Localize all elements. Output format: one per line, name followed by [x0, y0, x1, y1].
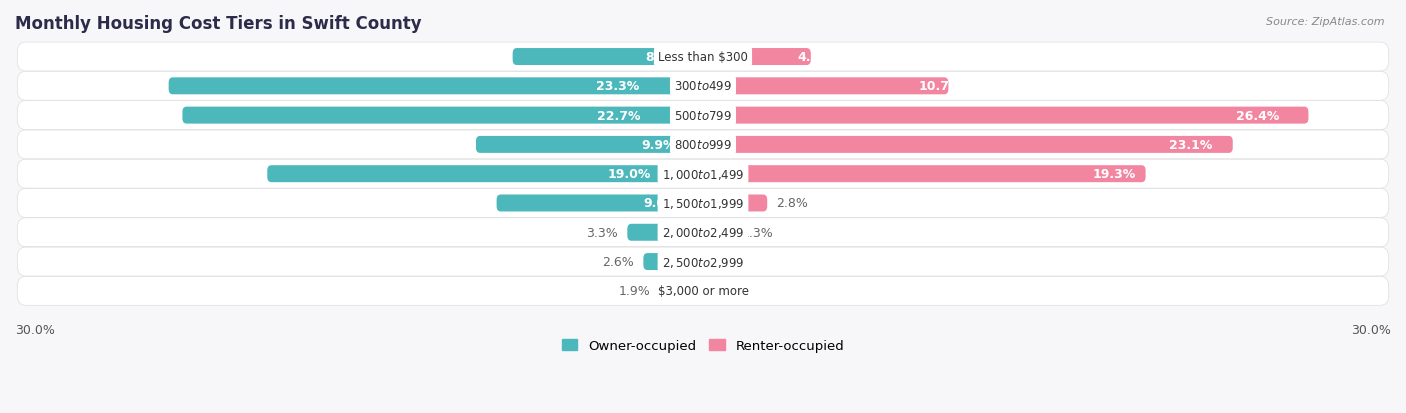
FancyBboxPatch shape — [703, 137, 1233, 154]
Text: 1.9%: 1.9% — [619, 285, 650, 298]
FancyBboxPatch shape — [659, 282, 703, 299]
Text: 10.7%: 10.7% — [920, 80, 963, 93]
Text: 19.0%: 19.0% — [607, 168, 651, 181]
Text: Less than $300: Less than $300 — [658, 51, 748, 64]
Text: Source: ZipAtlas.com: Source: ZipAtlas.com — [1267, 17, 1385, 26]
Text: 23.1%: 23.1% — [1170, 139, 1212, 152]
FancyBboxPatch shape — [17, 131, 1389, 159]
FancyBboxPatch shape — [703, 224, 733, 241]
Text: $500 to $799: $500 to $799 — [673, 109, 733, 122]
Text: 2.6%: 2.6% — [602, 255, 634, 268]
Text: 26.4%: 26.4% — [1236, 109, 1279, 122]
Text: $3,000 or more: $3,000 or more — [658, 285, 748, 298]
FancyBboxPatch shape — [183, 107, 703, 124]
FancyBboxPatch shape — [17, 160, 1389, 189]
Text: 30.0%: 30.0% — [15, 323, 55, 336]
Legend: Owner-occupied, Renter-occupied: Owner-occupied, Renter-occupied — [557, 333, 849, 357]
FancyBboxPatch shape — [17, 102, 1389, 130]
Text: $2,500 to $2,999: $2,500 to $2,999 — [662, 255, 744, 269]
FancyBboxPatch shape — [17, 43, 1389, 72]
Text: $1,000 to $1,499: $1,000 to $1,499 — [662, 167, 744, 181]
FancyBboxPatch shape — [17, 218, 1389, 247]
FancyBboxPatch shape — [627, 224, 703, 241]
Text: $2,000 to $2,499: $2,000 to $2,499 — [662, 226, 744, 240]
Text: 9.9%: 9.9% — [641, 139, 676, 152]
Text: 8.3%: 8.3% — [645, 51, 681, 64]
FancyBboxPatch shape — [644, 254, 703, 271]
Text: 0.0%: 0.0% — [713, 285, 744, 298]
FancyBboxPatch shape — [703, 107, 1309, 124]
FancyBboxPatch shape — [17, 247, 1389, 276]
FancyBboxPatch shape — [703, 195, 768, 212]
FancyBboxPatch shape — [17, 72, 1389, 101]
FancyBboxPatch shape — [267, 166, 703, 183]
Text: 3.3%: 3.3% — [586, 226, 619, 239]
FancyBboxPatch shape — [169, 78, 703, 95]
Text: 2.8%: 2.8% — [776, 197, 808, 210]
Text: 0.0%: 0.0% — [713, 255, 744, 268]
Text: 9.0%: 9.0% — [644, 197, 678, 210]
Text: $800 to $999: $800 to $999 — [673, 139, 733, 152]
Text: 19.3%: 19.3% — [1092, 168, 1136, 181]
FancyBboxPatch shape — [477, 137, 703, 154]
Text: $300 to $499: $300 to $499 — [673, 80, 733, 93]
Text: 30.0%: 30.0% — [1351, 323, 1391, 336]
Text: $1,500 to $1,999: $1,500 to $1,999 — [662, 197, 744, 211]
FancyBboxPatch shape — [703, 166, 1146, 183]
FancyBboxPatch shape — [513, 49, 703, 66]
Text: 23.3%: 23.3% — [596, 80, 638, 93]
FancyBboxPatch shape — [17, 189, 1389, 218]
Text: 22.7%: 22.7% — [598, 109, 641, 122]
FancyBboxPatch shape — [17, 277, 1389, 306]
Text: Monthly Housing Cost Tiers in Swift County: Monthly Housing Cost Tiers in Swift Coun… — [15, 15, 422, 33]
FancyBboxPatch shape — [703, 78, 949, 95]
FancyBboxPatch shape — [496, 195, 703, 212]
Text: 4.7%: 4.7% — [797, 51, 832, 64]
FancyBboxPatch shape — [703, 49, 811, 66]
Text: 1.3%: 1.3% — [742, 226, 773, 239]
